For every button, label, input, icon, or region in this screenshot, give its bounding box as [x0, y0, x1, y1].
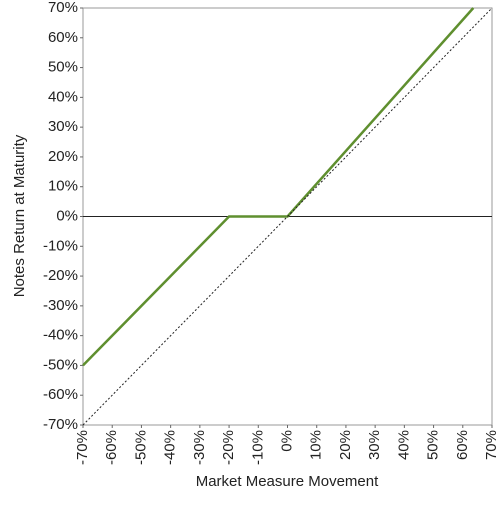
y-tick-label: 70% [48, 0, 78, 16]
x-tick-label: -40% [162, 430, 179, 465]
data-line [82, 7, 493, 426]
x-tick-label: -70% [74, 430, 91, 465]
y-tick-label: 10% [48, 178, 78, 195]
y-tick-label: 40% [48, 88, 78, 105]
y-tick-label: -50% [43, 356, 78, 373]
y-tick-label: 20% [48, 148, 78, 165]
y-tick-label: 0% [56, 207, 78, 224]
x-tick-label: -30% [191, 430, 208, 465]
x-tick-label: 60% [454, 430, 471, 460]
x-tick-label: 0% [278, 430, 295, 452]
y-tick-label: -40% [43, 327, 78, 344]
x-tick-label: -20% [220, 430, 237, 465]
x-tick-label: 40% [395, 430, 412, 460]
x-tick-label: 30% [366, 430, 383, 460]
data-line [82, 7, 475, 367]
x-tick-label: -60% [103, 430, 120, 465]
x-tick-label: -50% [132, 430, 149, 465]
x-tick-label: 50% [425, 430, 442, 460]
y-tick-label: -10% [43, 237, 78, 254]
y-tick-label: 50% [48, 59, 78, 76]
y-tick-label: 60% [48, 29, 78, 46]
y-tick-label: -20% [43, 267, 78, 284]
x-axis-label: Market Measure Movement [196, 473, 379, 490]
x-tick-label: 10% [308, 430, 325, 460]
y-tick-label: 30% [48, 118, 78, 135]
y-axis-label: Notes Return at Maturity [11, 134, 28, 297]
y-tick-label: -70% [43, 416, 78, 433]
x-tick-label: 20% [337, 430, 354, 460]
y-tick-label: -60% [43, 386, 78, 403]
y-tick-label: -30% [43, 297, 78, 314]
x-tick-label: -10% [249, 430, 266, 465]
x-tick-label: 70% [483, 430, 500, 460]
